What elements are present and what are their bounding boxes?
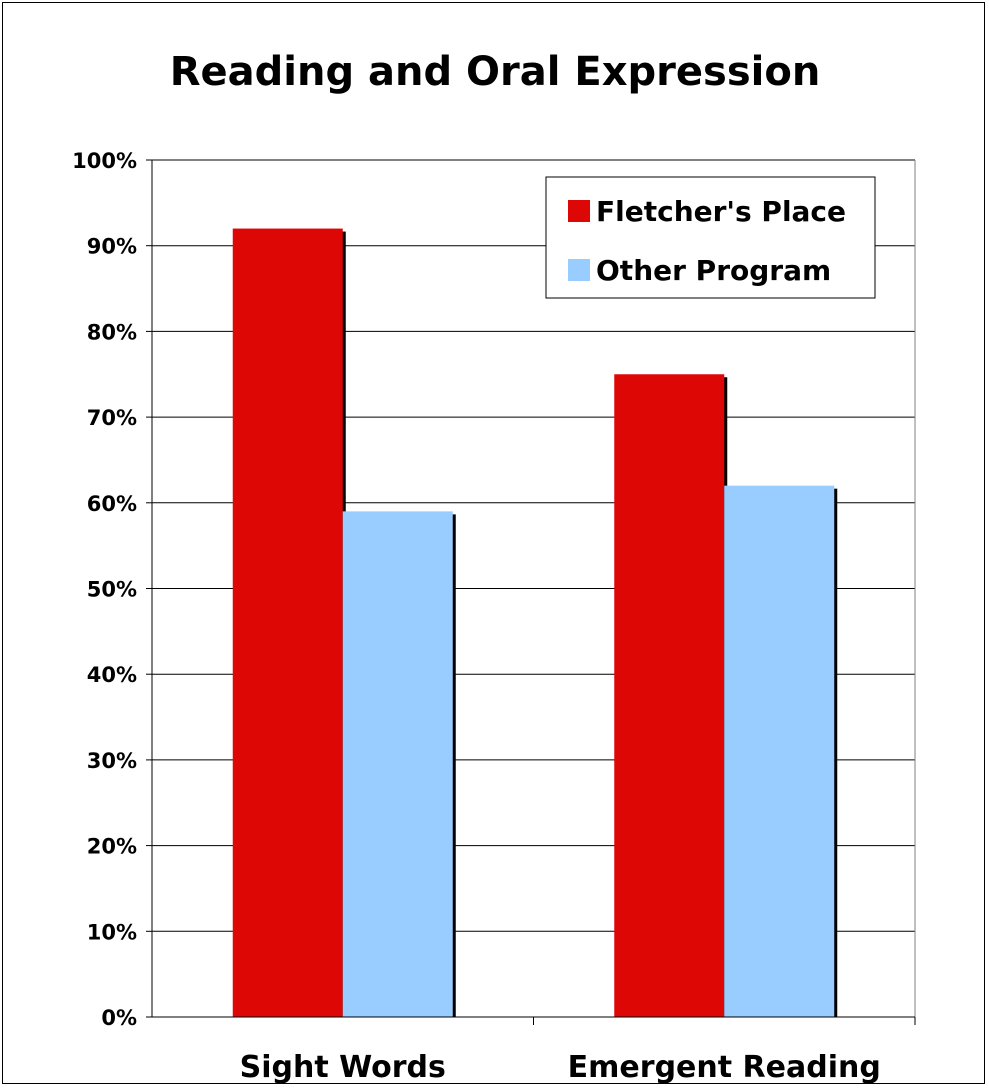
y-tick-label: 10% [87, 920, 137, 944]
x-category-label: Emergent Reading [568, 1050, 881, 1085]
legend-label-other-program: Other Program [596, 254, 831, 287]
chart-title: Reading and Oral Expression [170, 49, 821, 95]
y-tick-label: 70% [87, 406, 137, 430]
legend-swatch-other-program [568, 259, 590, 281]
bar-fletcher-s-place-0 [232, 228, 343, 1017]
y-tick-label: 90% [87, 235, 137, 259]
y-tick-label: 0% [101, 1006, 137, 1030]
bar-other-program-1 [724, 485, 835, 1017]
legend-box [545, 176, 876, 299]
y-tick-label: 80% [87, 320, 137, 344]
y-tick-label: 60% [87, 492, 137, 516]
bar-fletcher-s-place-1 [614, 374, 725, 1017]
y-tick-label: 20% [87, 835, 137, 859]
axes: 0% 10% 20% 30% 40% 50% 60% 70% 80% 90% 100% Sight W… [72, 149, 916, 1085]
y-tick-label: 50% [87, 578, 137, 602]
legend-swatch-fletchers-place [568, 200, 590, 222]
bar-other-program-0 [342, 511, 453, 1017]
bars [232, 228, 838, 1017]
legend-label-fletchers-place: Fletcher's Place [596, 195, 846, 228]
legend: Fletcher's Place Other Program [545, 176, 876, 299]
y-tick-label: 30% [87, 749, 137, 773]
y-tick-label: 100% [72, 149, 137, 173]
y-tick-label: 40% [87, 663, 137, 687]
x-category-label: Sight Words [240, 1050, 446, 1085]
